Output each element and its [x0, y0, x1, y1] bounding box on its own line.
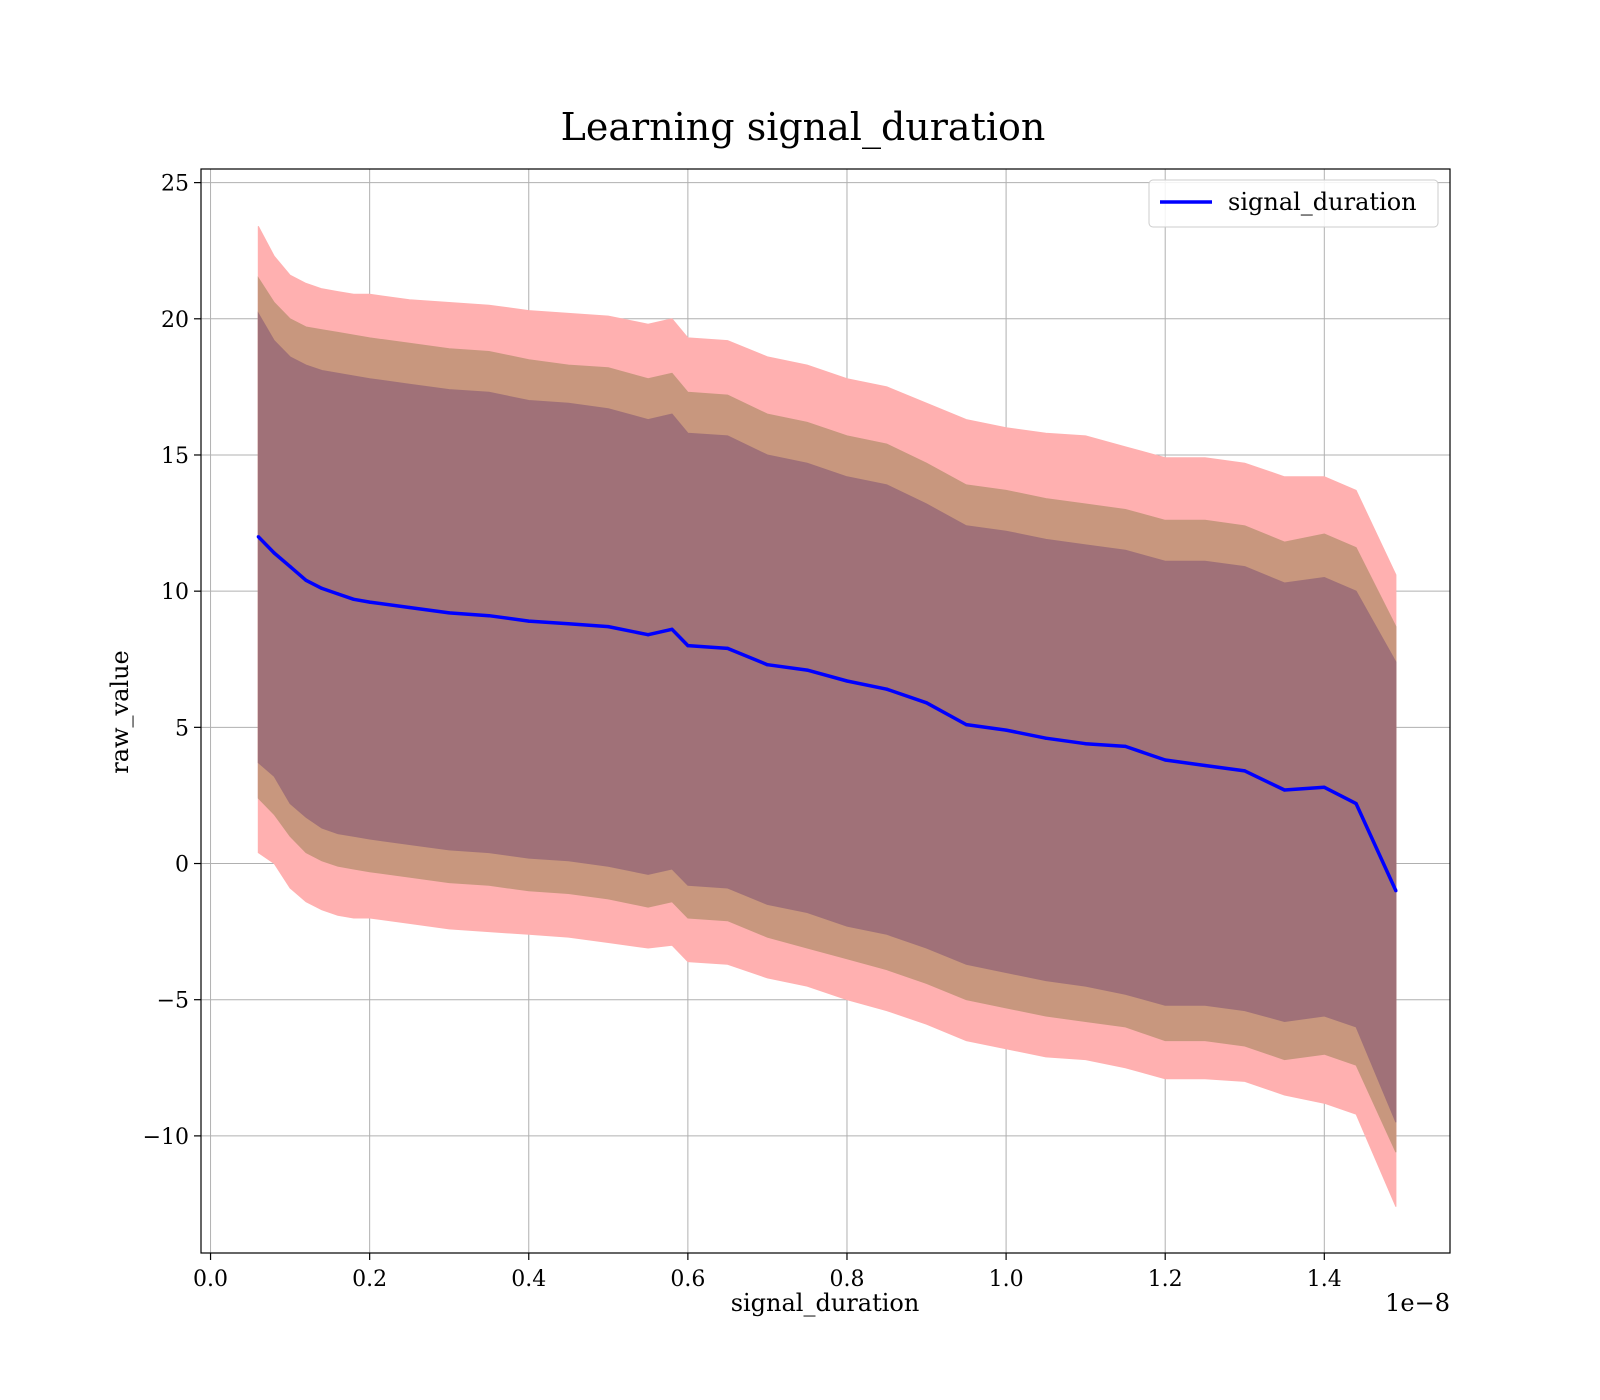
data-point	[527, 619, 531, 623]
legend-box	[1148, 179, 1439, 228]
data-point	[447, 611, 451, 615]
chart-title: Learning signal_duration	[561, 105, 1046, 150]
data-point	[288, 565, 292, 569]
x-tick-label: 0.0	[193, 1267, 228, 1292]
x-axis-ticks: 0.0 0.2 0.4 0.6 0.8 1.0 1.2 1.4	[193, 1253, 1342, 1292]
series-lines	[256, 535, 1398, 893]
data-point	[272, 551, 276, 555]
y-tick-label: 20	[161, 308, 189, 333]
data-point	[924, 701, 929, 705]
y-tick-label: 10	[161, 580, 189, 605]
y-axis-ticks: 25 20 15 10 5 0 −5 −10	[143, 172, 201, 1150]
plot-frame	[200, 168, 1451, 1254]
data-point	[1394, 889, 1398, 893]
x-tick-label: 0.6	[670, 1267, 705, 1292]
data-point	[1354, 802, 1358, 806]
data-point	[1282, 788, 1287, 792]
data-point	[256, 535, 260, 539]
band-inner	[257, 311, 1397, 1123]
data-point	[765, 663, 770, 667]
data-point	[320, 586, 324, 591]
x-axis-label: signal_duration	[731, 1289, 920, 1317]
x-tick-label: 0.2	[352, 1267, 387, 1292]
x-tick-label: 1.4	[1307, 1267, 1342, 1292]
x-tick-label: 0.8	[829, 1267, 864, 1292]
data-point	[566, 622, 571, 626]
y-tick-label: 15	[161, 444, 189, 469]
data-point	[407, 605, 411, 610]
data-point	[1084, 742, 1088, 746]
confidence-bands	[257, 225, 1397, 1207]
data-point	[1004, 728, 1008, 732]
y-axis-label: raw_value	[106, 650, 134, 774]
data-point	[1322, 785, 1326, 789]
data-point	[368, 600, 372, 604]
x-axis-offset-label: 1e−8	[1385, 1289, 1450, 1317]
data-point	[964, 723, 968, 727]
x-tick-label: 1.0	[989, 1267, 1024, 1292]
data-point	[1243, 769, 1247, 773]
data-point	[845, 679, 849, 683]
legend: signal_duration	[1148, 179, 1439, 228]
y-tick-label: 5	[175, 716, 189, 741]
data-point	[336, 592, 340, 596]
data-point	[885, 687, 889, 691]
data-point	[805, 668, 809, 672]
data-point	[304, 578, 308, 582]
data-point	[487, 614, 491, 618]
y-tick-label: 25	[161, 172, 189, 197]
data-point	[646, 633, 650, 637]
data-point	[726, 646, 730, 651]
x-tick-label: 1.2	[1148, 1267, 1183, 1292]
data-point	[1123, 744, 1127, 749]
data-point	[1203, 763, 1207, 768]
data-point	[1163, 758, 1167, 762]
data-point	[606, 625, 610, 629]
x-tick-label: 0.4	[511, 1267, 546, 1292]
data-point	[670, 627, 674, 631]
data-point	[686, 644, 690, 648]
data-point	[1044, 736, 1048, 740]
data-point	[352, 597, 356, 601]
y-tick-label: −5	[157, 989, 189, 1014]
legend-label-signal-duration: signal_duration	[1228, 188, 1417, 216]
y-tick-label: 0	[175, 853, 189, 878]
y-tick-label: −10	[143, 1125, 189, 1150]
